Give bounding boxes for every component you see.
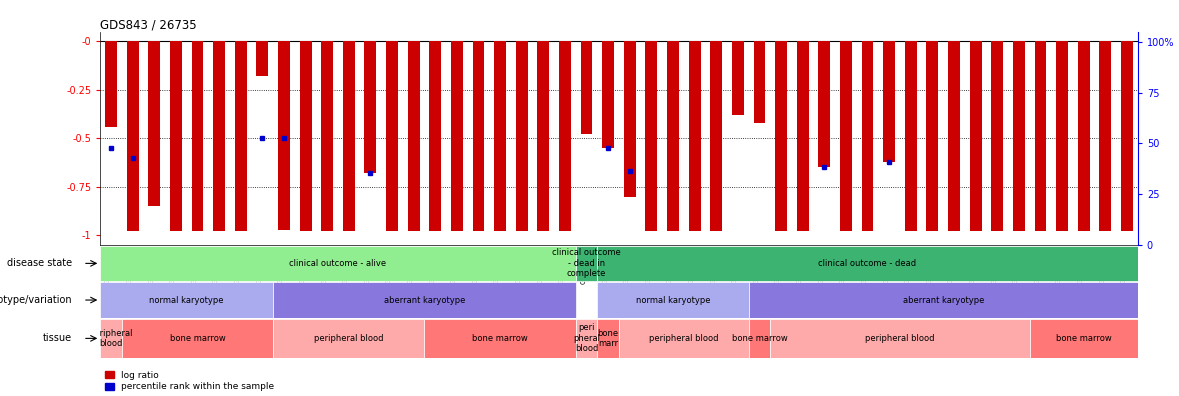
Bar [473,41,485,231]
Bar [598,246,1138,281]
Bar [408,41,420,231]
Bar [100,282,274,318]
Text: normal karyotype: normal karyotype [635,295,710,305]
Bar [1056,41,1068,231]
Bar [927,41,938,231]
Text: bone marrow: bone marrow [170,334,225,343]
Bar [602,41,614,148]
Bar [299,41,311,231]
Bar [770,319,1029,358]
Text: peripheral blood: peripheral blood [865,334,935,343]
Text: peri
pheral
blood: peri pheral blood [573,324,600,353]
Bar [883,41,895,162]
Bar [1121,41,1133,231]
Bar [515,41,528,231]
Bar [386,41,399,231]
Bar [170,41,182,231]
Text: normal karyotype: normal karyotype [150,295,224,305]
Text: peripheral
blood: peripheral blood [90,329,133,348]
Text: bone marrow: bone marrow [1056,334,1112,343]
Bar [105,41,117,127]
Bar [839,41,852,231]
Bar [645,41,658,231]
Bar [321,41,334,231]
Bar [1029,319,1138,358]
Text: peripheral blood: peripheral blood [650,334,718,343]
Bar [732,41,744,115]
Text: tissue: tissue [42,333,72,343]
Bar [992,41,1003,231]
Text: bone
marr: bone marr [598,329,619,348]
Bar [100,319,121,358]
Bar [1013,41,1025,231]
Bar [818,41,830,168]
Bar [598,282,749,318]
Bar [100,246,575,281]
Bar [710,41,723,231]
Bar [149,41,160,206]
Bar [797,41,809,231]
Bar [575,246,598,281]
Text: clinical outcome - dead: clinical outcome - dead [818,259,916,268]
Text: genotype/variation: genotype/variation [0,295,72,305]
Legend: log ratio, percentile rank within the sample: log ratio, percentile rank within the sa… [105,371,274,392]
Bar [624,41,635,196]
Bar [749,282,1138,318]
Bar [121,319,274,358]
Bar [598,319,619,358]
Bar [235,41,246,231]
Text: peripheral blood: peripheral blood [314,334,383,343]
Bar [948,41,960,231]
Bar [1099,41,1112,231]
Bar [775,41,788,231]
Bar [364,41,376,173]
Bar [969,41,982,231]
Bar [278,41,290,230]
Bar [1034,41,1047,231]
Bar [689,41,700,231]
Bar [343,41,355,231]
Bar [429,41,441,231]
Text: aberrant karyotype: aberrant karyotype [383,295,466,305]
Bar [274,319,424,358]
Bar [753,41,765,123]
Bar [213,41,225,231]
Bar [126,41,139,231]
Bar [1078,41,1089,231]
Bar [575,319,598,358]
Bar [904,41,917,231]
Bar [450,41,463,231]
Bar [538,41,549,231]
Bar [494,41,506,231]
Text: bone marrow: bone marrow [473,334,528,343]
Bar [256,41,269,76]
Text: aberrant karyotype: aberrant karyotype [902,295,984,305]
Bar [619,319,749,358]
Bar [862,41,874,231]
Text: disease state: disease state [7,258,72,268]
Text: GDS843 / 26735: GDS843 / 26735 [100,19,197,32]
Text: clinical outcome
- dead in
complete: clinical outcome - dead in complete [552,248,621,278]
Bar [274,282,575,318]
Bar [191,41,204,231]
Text: bone marrow: bone marrow [732,334,788,343]
Bar [559,41,571,231]
Text: clinical outcome - alive: clinical outcome - alive [289,259,387,268]
Bar [749,319,770,358]
Bar [580,41,593,135]
Bar [424,319,575,358]
Bar [667,41,679,231]
